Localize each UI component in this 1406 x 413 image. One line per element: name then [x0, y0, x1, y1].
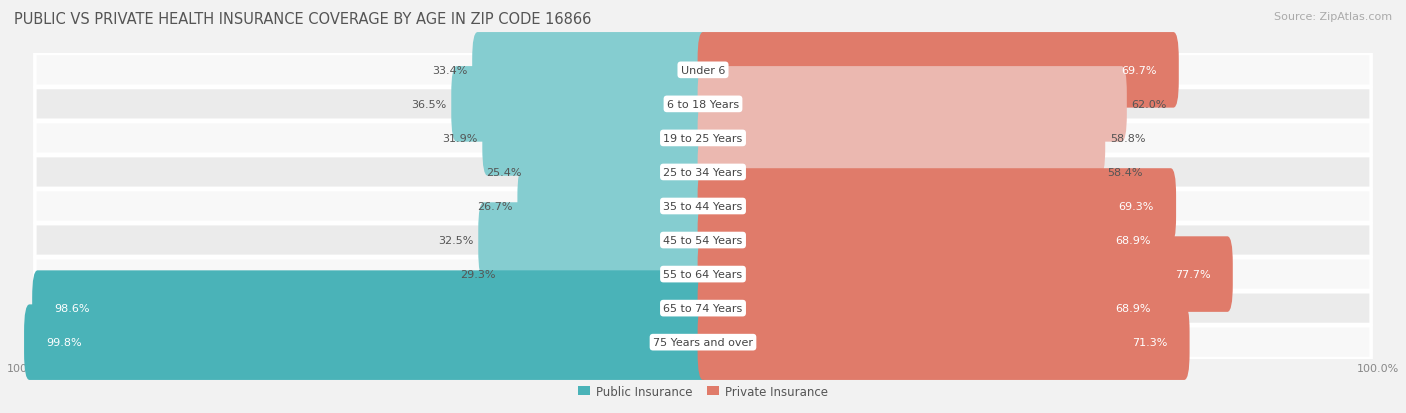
Text: 69.3%: 69.3%	[1118, 202, 1154, 211]
Text: 58.8%: 58.8%	[1109, 133, 1146, 144]
Text: 65 to 74 Years: 65 to 74 Years	[664, 304, 742, 313]
Text: 77.7%: 77.7%	[1175, 269, 1211, 280]
FancyBboxPatch shape	[526, 135, 709, 210]
Text: PUBLIC VS PRIVATE HEALTH INSURANCE COVERAGE BY AGE IN ZIP CODE 16866: PUBLIC VS PRIVATE HEALTH INSURANCE COVER…	[14, 12, 592, 27]
FancyBboxPatch shape	[451, 67, 709, 142]
Text: 19 to 25 Years: 19 to 25 Years	[664, 133, 742, 144]
Text: 68.9%: 68.9%	[1115, 235, 1152, 245]
FancyBboxPatch shape	[35, 122, 1371, 155]
Text: 71.3%: 71.3%	[1132, 337, 1167, 347]
Text: 6 to 18 Years: 6 to 18 Years	[666, 100, 740, 109]
FancyBboxPatch shape	[35, 326, 1371, 358]
Text: 35 to 44 Years: 35 to 44 Years	[664, 202, 742, 211]
Text: 98.6%: 98.6%	[55, 304, 90, 313]
FancyBboxPatch shape	[24, 305, 709, 380]
FancyBboxPatch shape	[517, 169, 709, 244]
Text: 32.5%: 32.5%	[439, 235, 474, 245]
FancyBboxPatch shape	[35, 88, 1371, 121]
FancyBboxPatch shape	[697, 135, 1102, 210]
FancyBboxPatch shape	[697, 237, 1233, 312]
FancyBboxPatch shape	[482, 101, 709, 176]
FancyBboxPatch shape	[35, 224, 1371, 257]
FancyBboxPatch shape	[35, 292, 1371, 325]
FancyBboxPatch shape	[478, 203, 709, 278]
FancyBboxPatch shape	[697, 101, 1105, 176]
Text: 31.9%: 31.9%	[443, 133, 478, 144]
FancyBboxPatch shape	[35, 258, 1371, 291]
FancyBboxPatch shape	[697, 67, 1126, 142]
Text: 68.9%: 68.9%	[1115, 304, 1152, 313]
Text: 25 to 34 Years: 25 to 34 Years	[664, 168, 742, 178]
FancyBboxPatch shape	[697, 169, 1175, 244]
FancyBboxPatch shape	[697, 305, 1189, 380]
Text: 69.7%: 69.7%	[1121, 66, 1157, 76]
Text: 99.8%: 99.8%	[46, 337, 82, 347]
Text: Under 6: Under 6	[681, 66, 725, 76]
Text: 55 to 64 Years: 55 to 64 Years	[664, 269, 742, 280]
FancyBboxPatch shape	[697, 33, 1178, 108]
Text: 25.4%: 25.4%	[486, 168, 522, 178]
Text: 26.7%: 26.7%	[477, 202, 513, 211]
FancyBboxPatch shape	[35, 55, 1371, 87]
FancyBboxPatch shape	[472, 33, 709, 108]
FancyBboxPatch shape	[697, 271, 1174, 346]
Text: 75 Years and over: 75 Years and over	[652, 337, 754, 347]
FancyBboxPatch shape	[35, 190, 1371, 223]
Text: Source: ZipAtlas.com: Source: ZipAtlas.com	[1274, 12, 1392, 22]
Text: 33.4%: 33.4%	[432, 66, 467, 76]
Text: 45 to 54 Years: 45 to 54 Years	[664, 235, 742, 245]
Text: 36.5%: 36.5%	[412, 100, 447, 109]
Text: 29.3%: 29.3%	[460, 269, 495, 280]
Text: 58.4%: 58.4%	[1108, 168, 1143, 178]
FancyBboxPatch shape	[697, 203, 1174, 278]
Text: 62.0%: 62.0%	[1132, 100, 1167, 109]
Legend: Public Insurance, Private Insurance: Public Insurance, Private Insurance	[574, 380, 832, 402]
FancyBboxPatch shape	[35, 156, 1371, 189]
FancyBboxPatch shape	[501, 237, 709, 312]
FancyBboxPatch shape	[32, 271, 709, 346]
